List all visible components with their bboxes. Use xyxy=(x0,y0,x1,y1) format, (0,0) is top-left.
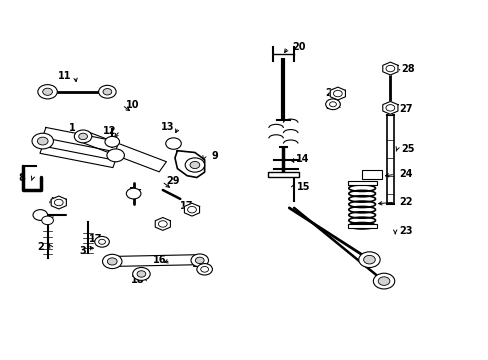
Circle shape xyxy=(102,254,122,269)
Polygon shape xyxy=(329,87,345,100)
Text: 22: 22 xyxy=(398,197,412,207)
Text: 18: 18 xyxy=(130,275,144,285)
Text: 25: 25 xyxy=(400,144,414,154)
Circle shape xyxy=(79,133,87,140)
Circle shape xyxy=(191,254,208,267)
Text: 6: 6 xyxy=(38,213,44,223)
Text: 20: 20 xyxy=(292,42,305,52)
Polygon shape xyxy=(155,217,170,230)
Circle shape xyxy=(195,257,203,264)
Polygon shape xyxy=(112,255,200,266)
Circle shape xyxy=(185,158,204,172)
Circle shape xyxy=(95,237,109,247)
Polygon shape xyxy=(40,127,119,160)
Circle shape xyxy=(190,161,200,168)
Circle shape xyxy=(325,99,340,110)
Text: 17: 17 xyxy=(180,202,193,211)
Circle shape xyxy=(33,210,47,220)
Text: 17: 17 xyxy=(89,234,102,244)
Circle shape xyxy=(38,85,57,99)
Text: 10: 10 xyxy=(126,100,139,110)
Text: 13: 13 xyxy=(161,122,174,132)
Circle shape xyxy=(363,255,374,264)
Text: 16: 16 xyxy=(153,255,166,265)
Circle shape xyxy=(32,133,53,149)
Circle shape xyxy=(42,88,52,95)
Circle shape xyxy=(377,277,389,285)
Text: 14: 14 xyxy=(296,154,309,164)
Text: 27: 27 xyxy=(398,104,412,114)
Circle shape xyxy=(41,216,53,225)
Polygon shape xyxy=(382,62,397,75)
Circle shape xyxy=(37,137,48,145)
Circle shape xyxy=(103,89,112,95)
Bar xyxy=(347,224,376,228)
Circle shape xyxy=(105,136,119,147)
Circle shape xyxy=(165,138,181,149)
Text: 2: 2 xyxy=(37,242,43,252)
Polygon shape xyxy=(51,196,66,209)
Bar xyxy=(267,172,298,177)
Text: 9: 9 xyxy=(211,151,218,161)
Bar xyxy=(362,170,381,179)
Circle shape xyxy=(358,252,379,267)
Text: 29: 29 xyxy=(165,176,179,186)
Text: 12: 12 xyxy=(102,126,116,136)
Circle shape xyxy=(99,85,116,98)
Polygon shape xyxy=(184,203,199,216)
Circle shape xyxy=(74,130,92,143)
Text: 4: 4 xyxy=(49,197,56,207)
Text: 19: 19 xyxy=(192,258,205,269)
Text: 26: 26 xyxy=(325,101,338,111)
Text: 11: 11 xyxy=(58,71,71,81)
Text: 28: 28 xyxy=(400,64,414,74)
Circle shape xyxy=(197,264,212,275)
Circle shape xyxy=(372,273,394,289)
Text: 3: 3 xyxy=(80,247,86,256)
Circle shape xyxy=(126,188,141,199)
Polygon shape xyxy=(40,138,118,168)
Text: 7: 7 xyxy=(154,220,161,230)
Circle shape xyxy=(107,258,117,265)
Circle shape xyxy=(137,271,145,277)
Text: 1: 1 xyxy=(68,123,75,133)
Text: 23: 23 xyxy=(398,226,412,236)
Text: 24: 24 xyxy=(398,169,412,179)
Polygon shape xyxy=(80,131,166,172)
Text: 8: 8 xyxy=(19,173,25,183)
Polygon shape xyxy=(382,102,397,114)
Circle shape xyxy=(132,267,150,280)
Text: 15: 15 xyxy=(297,182,310,192)
Bar xyxy=(347,181,376,185)
Text: 21: 21 xyxy=(325,88,338,98)
Circle shape xyxy=(107,149,124,162)
Text: 5: 5 xyxy=(128,187,135,197)
